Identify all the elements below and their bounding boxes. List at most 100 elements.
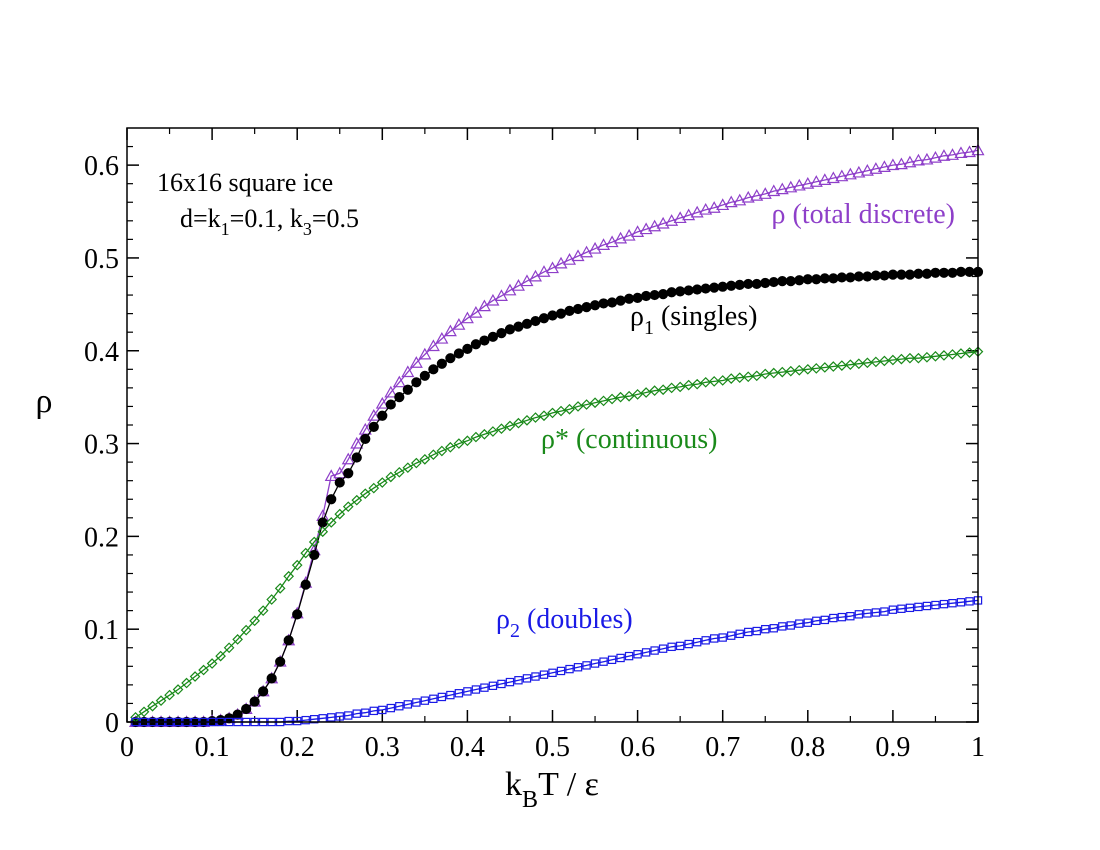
series-label-continuous: ρ* (continuous) <box>541 424 718 455</box>
data-point <box>437 692 447 702</box>
data-point <box>700 376 712 388</box>
data-point <box>853 271 864 282</box>
data-point <box>565 664 574 674</box>
data-point <box>937 149 951 161</box>
data-point <box>665 214 679 226</box>
data-point <box>615 295 626 306</box>
data-point <box>938 350 950 361</box>
data-point <box>598 395 609 407</box>
data-point <box>707 201 721 213</box>
data-point <box>750 189 764 201</box>
x-axis-label: kBT / ε <box>505 766 599 813</box>
data-point <box>911 153 925 166</box>
data-point <box>547 407 558 419</box>
x-tick-label: 0.5 <box>535 732 570 763</box>
data-point <box>240 624 252 636</box>
data-point <box>411 377 422 388</box>
data-point <box>724 195 738 208</box>
data-point <box>606 297 618 308</box>
data-point <box>555 308 567 319</box>
data-point <box>616 653 625 663</box>
data-point <box>530 315 541 327</box>
data-point <box>342 501 354 513</box>
data-point <box>622 228 636 241</box>
data-point <box>964 347 975 358</box>
data-point <box>938 267 950 278</box>
data-point <box>870 270 881 281</box>
data-point <box>744 627 753 637</box>
x-axis-label-k: k <box>505 766 522 803</box>
data-point <box>367 408 381 421</box>
annotation-part-a: d=k <box>180 204 221 233</box>
data-point <box>428 364 439 375</box>
data-point <box>649 289 660 301</box>
annotation-sub2: 3 <box>303 219 312 239</box>
data-point <box>341 452 355 465</box>
data-point <box>639 222 653 235</box>
data-point <box>666 287 677 298</box>
data-point <box>293 716 302 726</box>
data-point <box>513 321 524 332</box>
data-point <box>436 445 448 457</box>
series-line-2 <box>135 351 979 718</box>
data-point <box>317 526 329 538</box>
data-point <box>589 397 601 409</box>
data-point <box>801 176 815 189</box>
data-point <box>589 300 601 311</box>
data-point <box>727 631 736 640</box>
data-point <box>758 187 772 199</box>
data-point <box>392 375 406 388</box>
data-point <box>283 635 294 646</box>
data-point <box>879 355 890 367</box>
data-point <box>324 469 338 482</box>
data-point <box>395 702 404 711</box>
data-point <box>351 452 362 463</box>
data-point <box>445 353 456 364</box>
data-point <box>948 598 957 608</box>
data-point <box>241 703 252 715</box>
data-point <box>505 677 515 687</box>
data-point <box>410 457 422 469</box>
series-label-singles-rest: (singles) <box>654 301 757 332</box>
data-point <box>470 431 482 443</box>
data-point <box>716 198 730 211</box>
data-point <box>581 399 592 410</box>
data-point <box>930 350 941 362</box>
data-point <box>786 621 795 630</box>
data-point <box>632 389 643 400</box>
data-point <box>725 373 737 384</box>
data-point <box>717 281 728 292</box>
data-point <box>887 269 899 280</box>
series-line-1 <box>135 271 978 723</box>
data-point <box>809 175 823 187</box>
x-axis-label-sub: B <box>522 787 538 813</box>
data-point <box>905 603 915 613</box>
data-point <box>921 351 933 363</box>
data-point <box>880 607 889 616</box>
data-point <box>829 613 838 623</box>
data-point <box>914 602 923 612</box>
data-point <box>426 339 440 352</box>
data-point <box>138 706 150 718</box>
data-point <box>896 269 907 280</box>
data-point <box>564 403 575 415</box>
series-label-doubles: ρ2 (doubles) <box>496 604 633 642</box>
y-tick-label: 0.1 <box>84 615 119 646</box>
data-point <box>837 612 847 622</box>
data-point <box>869 162 883 174</box>
data-point <box>403 700 413 709</box>
data-point <box>673 211 687 224</box>
data-point <box>862 271 873 282</box>
data-point <box>497 679 506 689</box>
annotation-system-size: 16x16 square ice <box>157 168 333 197</box>
data-point <box>469 305 483 318</box>
x-tick-label: 1 <box>971 732 985 763</box>
data-point <box>853 358 865 370</box>
data-point <box>886 158 900 171</box>
data-point <box>767 184 781 197</box>
data-point <box>742 371 754 383</box>
data-point <box>761 624 770 634</box>
data-point <box>683 379 695 391</box>
data-point <box>470 339 482 350</box>
data-point <box>733 193 747 206</box>
